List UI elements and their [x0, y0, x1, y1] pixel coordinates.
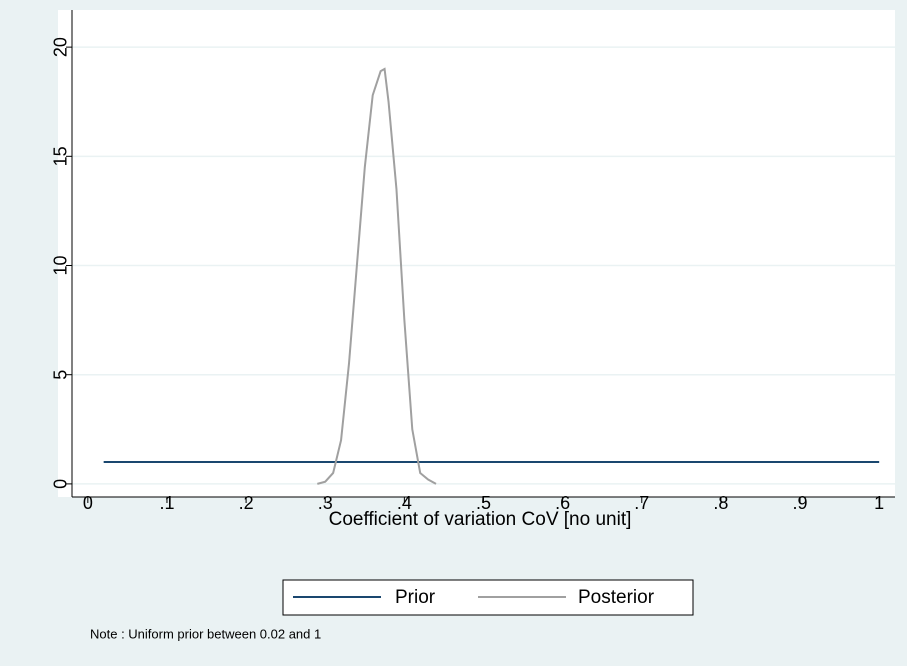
y-tick-label: 20: [51, 37, 71, 57]
line: [317, 67, 437, 485]
x-tick-label: .8: [713, 493, 728, 513]
x-tick-label: .3: [318, 493, 333, 513]
x-tick-label: .7: [634, 493, 649, 513]
x-tick-label: 1: [874, 493, 884, 513]
x-tick-label: 0: [83, 493, 93, 513]
note: Note : Uniform prior between 0.02 and 1: [90, 626, 321, 641]
x-tick-label: .5: [476, 493, 491, 513]
x-tick-label: .1: [159, 493, 174, 513]
legend-label: Prior: [395, 587, 436, 608]
legend-label: Posterior: [578, 587, 655, 608]
x-tick-label: .6: [555, 493, 570, 513]
x-axis-title: Coefficient of variation CoV [no unit]: [329, 509, 632, 530]
y-tick-label: 10: [51, 255, 71, 275]
x-tick-label: .2: [239, 493, 254, 513]
x-tick-label: .4: [397, 493, 412, 513]
y-tick-label: 0: [51, 479, 71, 489]
y-tick-label: 15: [51, 146, 71, 166]
y-tick-label: 5: [51, 370, 71, 380]
plot-region: [58, 10, 895, 497]
x-tick-label: .9: [793, 493, 808, 513]
